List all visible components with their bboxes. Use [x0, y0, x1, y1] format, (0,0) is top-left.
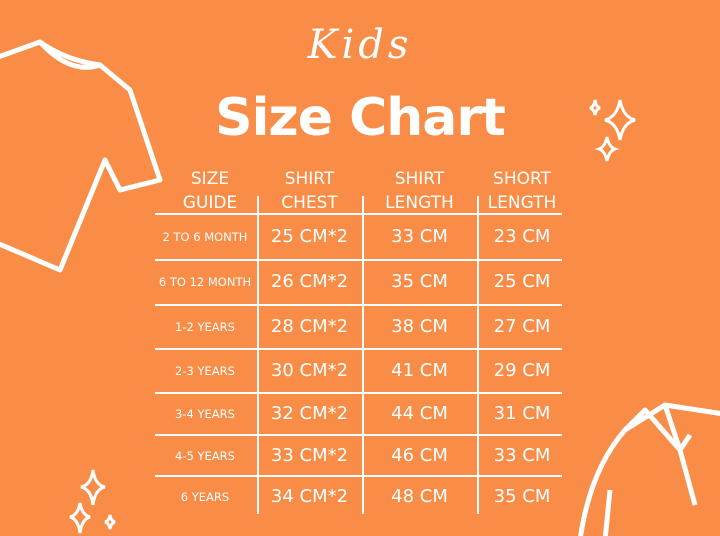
measurement-cell: 35 CM: [493, 486, 551, 507]
header-line: SHIRT: [284, 169, 335, 189]
size-label: 6 TO 12 MONTH: [158, 275, 252, 289]
header-line: SHORT: [493, 169, 551, 189]
size-label: 1-2 YEARS: [175, 320, 235, 334]
header-line: CHEST: [281, 193, 338, 213]
measurement-cell: 33 CM: [493, 445, 551, 466]
measurement-cell: 32 CM*2: [270, 403, 349, 424]
measurement-cell: 33 CM*2: [270, 445, 349, 466]
size-label: 6 YEARS: [180, 490, 230, 504]
header-line: SIZE: [190, 169, 230, 189]
measurement-cell: 34 CM*2: [270, 486, 349, 507]
row-divider: [155, 434, 562, 436]
column-divider: [257, 196, 259, 514]
sparkle-icon: [589, 99, 636, 162]
polo-shirt-icon: [578, 402, 720, 536]
measurement-cell: 48 CM: [391, 486, 448, 507]
row-divider: [155, 259, 562, 261]
header-line: LENGTH: [385, 193, 454, 213]
row-divider: [155, 213, 562, 215]
measurement-cell: 27 CM: [493, 316, 551, 337]
page-title: Size Chart: [215, 88, 506, 148]
row-divider: [155, 348, 562, 350]
column-divider: [477, 196, 479, 514]
measurement-cell: 23 CM: [493, 226, 551, 247]
header-line: SHIRT: [394, 169, 445, 189]
measurement-cell: 31 CM: [493, 403, 551, 424]
column-divider: [362, 196, 364, 514]
row-divider: [155, 475, 562, 477]
header-line: GUIDE: [182, 193, 238, 213]
row-divider: [155, 304, 562, 306]
column-header: SHORT LENGTH: [477, 167, 567, 215]
measurement-cell: 30 CM*2: [270, 360, 349, 381]
measurement-cell: 25 CM: [493, 271, 551, 292]
measurement-cell: 35 CM: [391, 271, 448, 292]
tshirt-icon: [0, 39, 163, 273]
measurement-cell: 29 CM: [493, 360, 551, 381]
measurement-cell: 33 CM: [391, 226, 448, 247]
header-line: LENGTH: [487, 193, 557, 213]
row-divider: [155, 392, 562, 394]
measurement-cell: 46 CM: [391, 445, 448, 466]
measurement-cell: 26 CM*2: [270, 271, 349, 292]
column-header: SIZE GUIDE: [150, 167, 270, 215]
kids-heading: Kids: [307, 22, 413, 68]
measurement-cell: 38 CM: [391, 316, 448, 337]
size-label: 2-3 YEARS: [175, 364, 235, 378]
measurement-cell: 28 CM*2: [270, 316, 349, 337]
size-label: 2 TO 6 MONTH: [162, 230, 248, 244]
measurement-cell: 25 CM*2: [270, 226, 349, 247]
sparkle-icon: [69, 469, 116, 534]
measurement-cell: 41 CM: [391, 360, 448, 381]
column-header: SHIRT LENGTH: [362, 167, 477, 215]
size-label: 4-5 YEARS: [175, 449, 235, 463]
measurement-cell: 44 CM: [391, 403, 448, 424]
size-label: 3-4 YEARS: [175, 407, 235, 421]
column-header: SHIRT CHEST: [257, 167, 362, 215]
